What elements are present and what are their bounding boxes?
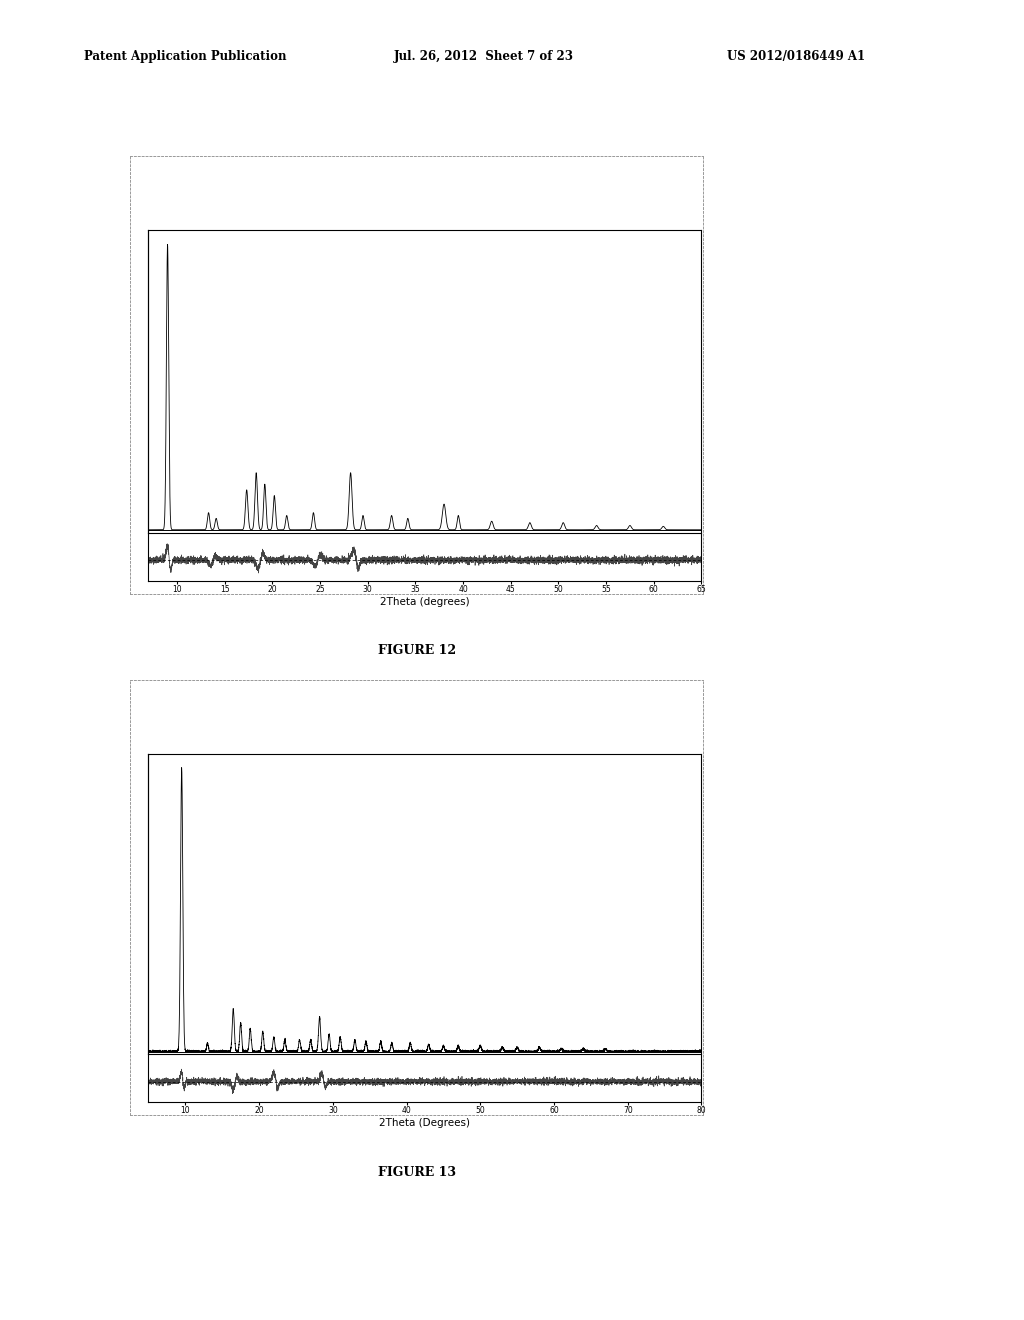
Text: Patent Application Publication: Patent Application Publication xyxy=(84,50,287,63)
Text: US 2012/0186449 A1: US 2012/0186449 A1 xyxy=(727,50,865,63)
Text: FIGURE 12: FIGURE 12 xyxy=(378,644,456,657)
X-axis label: 2Theta (Degrees): 2Theta (Degrees) xyxy=(380,1118,470,1129)
Text: FIGURE 13: FIGURE 13 xyxy=(378,1166,456,1179)
Text: Jul. 26, 2012  Sheet 7 of 23: Jul. 26, 2012 Sheet 7 of 23 xyxy=(394,50,574,63)
X-axis label: 2Theta (degrees): 2Theta (degrees) xyxy=(380,597,470,607)
